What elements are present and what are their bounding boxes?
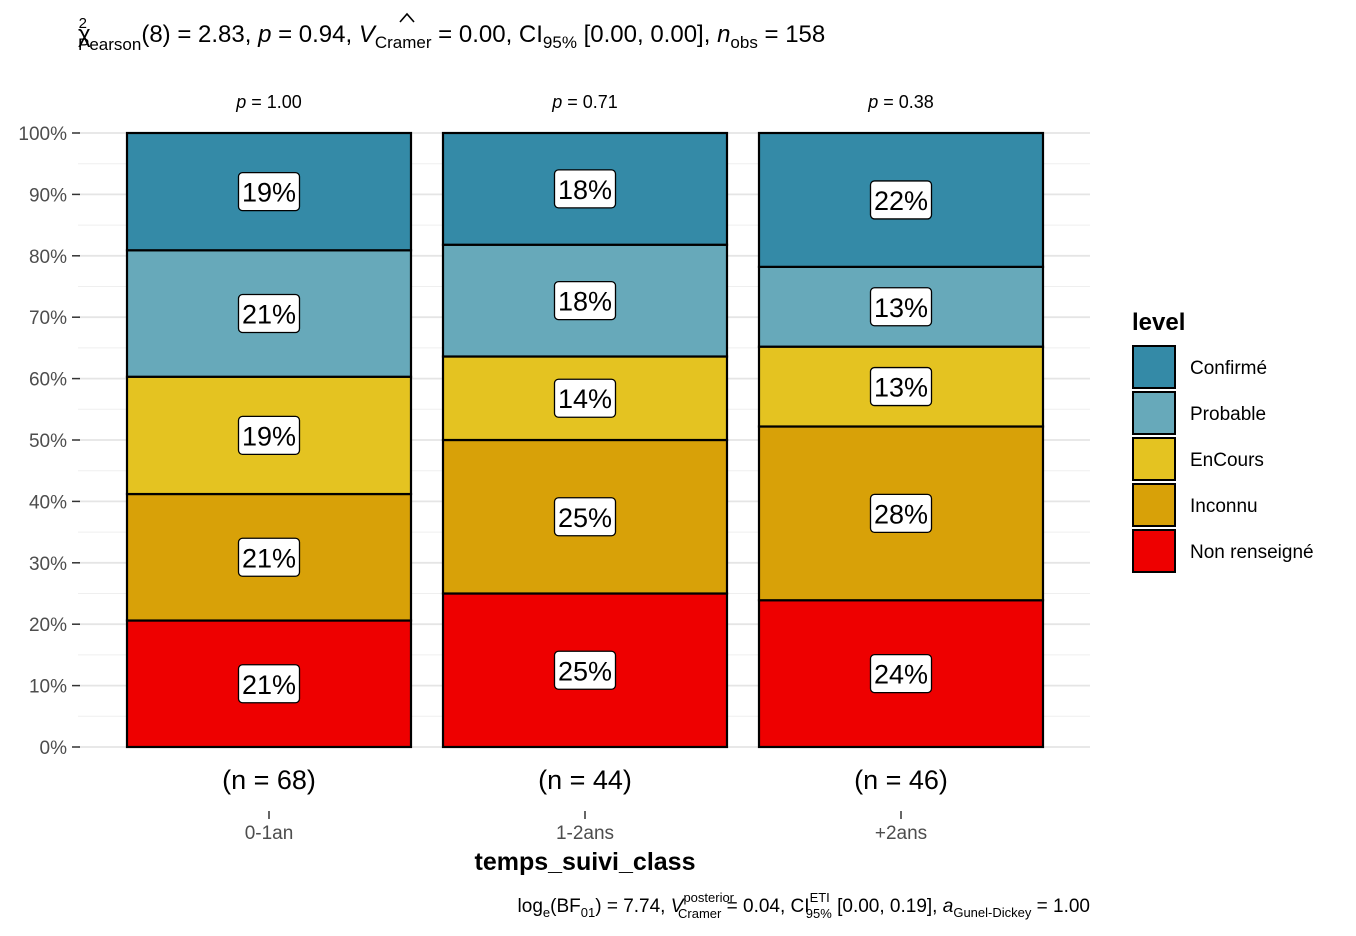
segment-label-box <box>869 287 933 327</box>
segment-label-box <box>869 653 933 694</box>
x-tick-label: +2ans <box>875 823 927 844</box>
x-axis-title: temps_suivi_class <box>475 848 696 876</box>
y-tick-label: 40% <box>29 492 67 513</box>
segment-label: 25% <box>558 503 612 533</box>
segment-label-box <box>553 378 617 418</box>
y-tick-label: 50% <box>29 431 67 452</box>
segment-label: 24% <box>874 660 928 690</box>
segment-label: 25% <box>558 656 612 686</box>
segment-label: 13% <box>874 373 928 403</box>
legend-swatch <box>1132 529 1176 573</box>
y-tick-label: 70% <box>29 308 67 329</box>
legend-entry: EnCours <box>1190 450 1264 471</box>
segment-label-box <box>869 180 933 220</box>
legend-entry: Inconnu <box>1190 496 1258 517</box>
segment-label: 18% <box>558 287 612 317</box>
y-tick-label: 100% <box>18 124 67 145</box>
count-label: (n = 68) <box>222 765 316 795</box>
x-tick-label: 0-1an <box>245 823 294 844</box>
v-hat-icon <box>399 12 415 23</box>
segment-label-box <box>237 415 301 456</box>
chart-caption: loge(BF01) = 7.74, Vposterior Cramer = 0.… <box>518 890 1090 921</box>
segment-label-box <box>237 664 301 704</box>
segment-label: 21% <box>242 300 296 330</box>
segment-label-box <box>553 280 617 321</box>
segment-label-box <box>553 650 617 690</box>
y-tick-label: 60% <box>29 370 67 391</box>
bar-segment <box>757 345 1045 428</box>
segment-label: 14% <box>558 384 612 414</box>
p-value-label: p = 1.00 <box>235 92 302 112</box>
segment-label: 21% <box>242 670 296 700</box>
segment-labels: 21% 21% 19% 21% 19% 25% 25% 14% 18% 18% 24% 28% 13% 1… <box>237 169 933 704</box>
count-label: (n = 44) <box>538 765 632 795</box>
legend-swatch <box>1132 483 1176 527</box>
legend-swatch <box>1132 391 1176 435</box>
y-tick-label: 20% <box>29 615 67 636</box>
legend-title: level <box>1132 309 1185 336</box>
y-axis: 0% 10% 20% 30% 40% 50% 60% 70% 80% 90% 100% <box>18 124 80 759</box>
segment-label: 19% <box>242 178 296 208</box>
legend-swatch <box>1132 345 1176 389</box>
segment-label-box <box>237 171 301 212</box>
segment-label-box <box>869 366 933 407</box>
legend-entry: Probable <box>1190 404 1266 425</box>
segment-label: 21% <box>242 543 296 573</box>
legend-entry: Non renseigné <box>1190 542 1314 563</box>
p-value-label: p = 0.38 <box>867 92 934 112</box>
legend: level Confirmé Probable EnCours Inconnu Non … <box>1132 309 1314 573</box>
x-tick-label: 1-2ans <box>556 823 614 844</box>
segment-label: 19% <box>242 421 296 451</box>
segment-label: 28% <box>874 499 928 529</box>
x-axis: (n = 68) 0-1an (n = 44) 1-2ans (n = 46) +2ans <box>222 765 948 844</box>
segment-label-box <box>869 493 933 534</box>
y-tick-label: 80% <box>29 247 67 268</box>
segment-label: 22% <box>874 186 928 216</box>
segment-label-box <box>553 497 617 537</box>
p-value-labels: p = 1.00 p = 0.71 p = 0.38 <box>235 92 934 112</box>
segment-label-box <box>237 293 301 334</box>
segment-label-box <box>237 537 301 577</box>
y-tick-label: 0% <box>40 738 68 759</box>
y-tick-label: 10% <box>29 677 67 698</box>
chart-subtitle: χ2 Pearson(8) = 2.83, p = 0.94, VCramer =… <box>78 15 825 54</box>
y-tick-label: 30% <box>29 554 67 575</box>
segment-label-box <box>553 169 617 209</box>
count-label: (n = 46) <box>854 765 948 795</box>
legend-entry: Confirmé <box>1190 358 1267 379</box>
legend-swatch <box>1132 437 1176 481</box>
y-tick-label: 90% <box>29 185 67 206</box>
segment-label: 18% <box>558 175 612 205</box>
segment-label: 13% <box>874 293 928 323</box>
p-value-label: p = 0.71 <box>551 92 618 112</box>
